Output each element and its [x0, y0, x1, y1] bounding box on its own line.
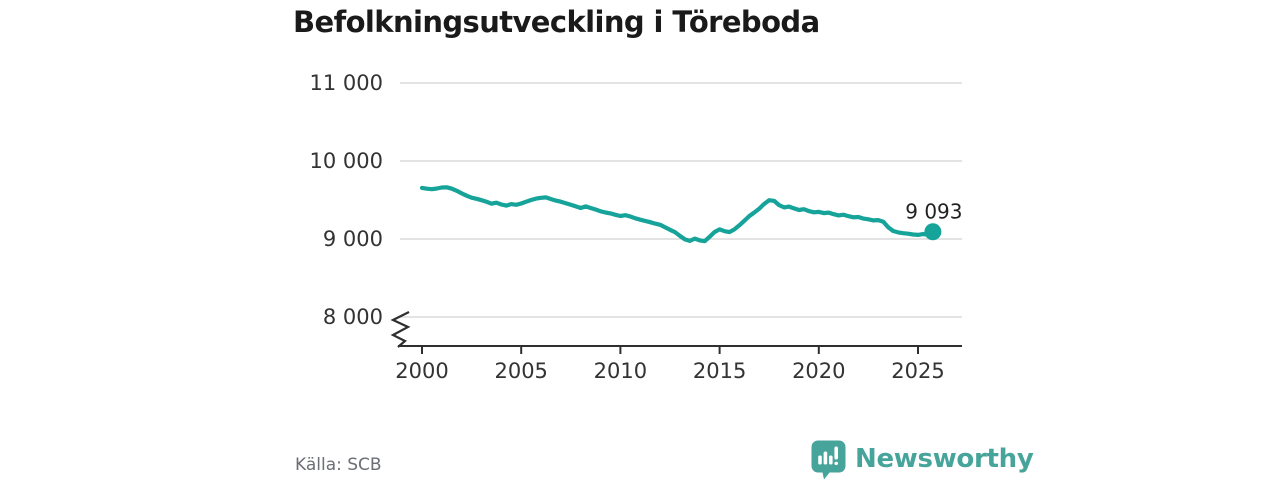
newsworthy-wordmark: Newsworthy: [855, 444, 1034, 474]
x-axis-tick-label: 2015: [693, 359, 746, 383]
y-axis-break-symbol: [390, 311, 411, 348]
newsworthy-logo: Newsworthy: [811, 440, 1034, 480]
x-axis-tick-label: 2020: [792, 359, 845, 383]
last-point-marker: [924, 223, 942, 241]
x-axis-tick-label: 2010: [594, 359, 647, 383]
x-axis-tick-label: 2005: [494, 359, 547, 383]
y-axis-tick-label: 9 000: [323, 227, 383, 251]
bar-chart-speech-bubble-icon: [811, 440, 846, 480]
x-axis-tick-label: 2025: [891, 359, 944, 383]
y-axis-tick-label: 10 000: [310, 149, 383, 173]
source-caption: Källa: SCB: [295, 455, 382, 475]
x-axis-tick-label: 2000: [395, 359, 448, 383]
population-line: [419, 185, 936, 244]
y-axis-tick-label: 8 000: [323, 305, 383, 329]
last-point-label: 9 093: [905, 200, 962, 224]
y-axis-tick-label: 11 000: [310, 71, 383, 95]
chart-title: Befolkningsutveckling i Töreboda: [293, 5, 820, 39]
